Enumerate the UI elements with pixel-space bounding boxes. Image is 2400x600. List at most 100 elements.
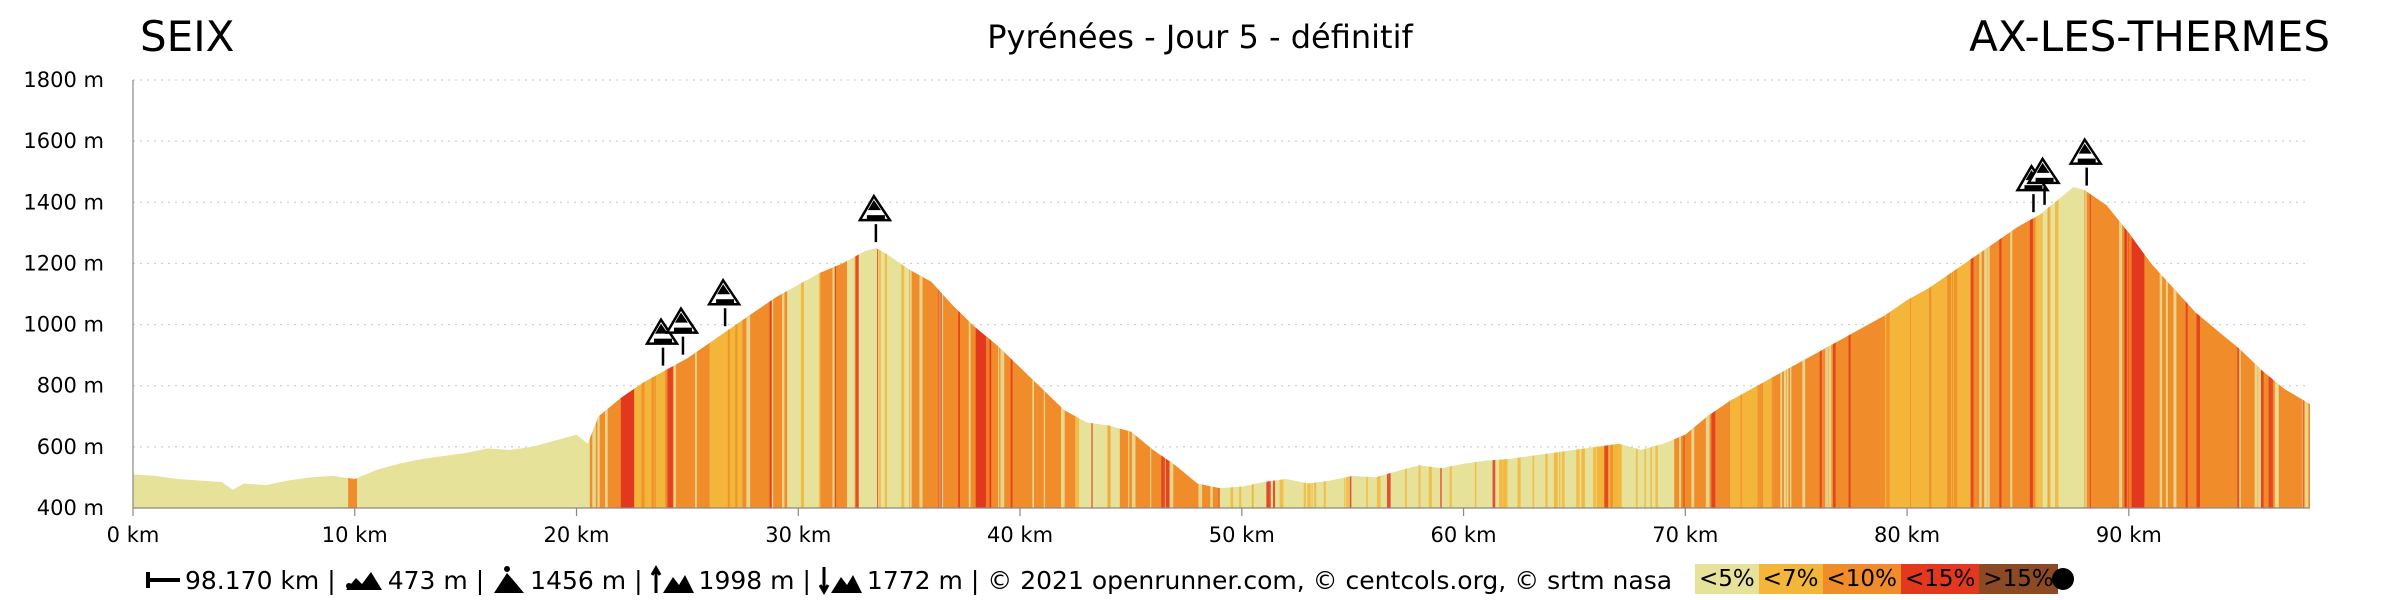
x-axis-ticks: 0 km 10 km 20 km 30 km 40 km 50 km 60 km 70 km 8…	[107, 508, 2162, 547]
gradient-stripe	[938, 187, 940, 508]
footer-stats: 98.170 km | 473 m | 1456 m | 1998 m | 17…	[145, 563, 1672, 597]
summit-marker-base	[866, 215, 885, 220]
gradient-stripe	[1802, 187, 1806, 508]
summit-marker-peak	[867, 200, 881, 211]
ascent-icon	[650, 565, 694, 593]
x-tick-label: 20 km	[544, 523, 610, 547]
gradient-stripe	[2047, 187, 2051, 508]
gradient-stripe	[727, 187, 730, 508]
gradient-stripe	[2159, 187, 2163, 508]
gradient-stripe	[1780, 187, 1783, 508]
start-town: SEIX	[140, 12, 235, 61]
gradient-bands	[133, 187, 2310, 508]
gradient-stripe	[1576, 187, 1580, 508]
gradient-stripe	[592, 187, 596, 508]
gradient-band	[878, 187, 910, 508]
credits-text: © 2021 openrunner.com, © centcols.org, ©…	[987, 565, 1673, 595]
gradient-stripe	[901, 187, 905, 508]
gradient-stripe	[2274, 187, 2279, 508]
y-tick-label: 600 m	[37, 435, 104, 459]
gradient-stripe	[2304, 187, 2309, 508]
gradient-stripe	[1503, 187, 1508, 508]
gradient-stripe	[1266, 187, 1269, 508]
y-tick-label: 1000 m	[23, 313, 104, 337]
chart-title: Pyrénées - Jour 5 - définitif	[987, 18, 1413, 56]
gradient-stripe	[1492, 187, 1496, 508]
x-tick-label: 70 km	[1652, 523, 1718, 547]
distance-stat: 98.170 km	[145, 566, 319, 595]
gradient-stripe	[1428, 187, 1432, 508]
x-tick-label: 40 km	[987, 523, 1053, 547]
summit-marker-base	[2035, 177, 2054, 182]
summit-marker-icon	[857, 193, 893, 243]
summit-marker-icon	[2026, 156, 2061, 205]
summit-markers	[644, 137, 2104, 366]
gradient-stripe	[1554, 187, 1557, 508]
gradient-stripe	[1819, 187, 1822, 508]
descent-stat: 1772 m	[818, 565, 963, 595]
gradient-stripe	[2040, 187, 2043, 508]
summit-marker-base	[716, 299, 735, 304]
gradient-stripe	[1705, 187, 1710, 508]
gradient-stripe	[1344, 187, 1346, 508]
min-altitude-stat: 473 m	[344, 566, 468, 595]
elevation-chart: 400 m 600 m 800 m 1000 m 1200 m 1400 m 1600 m 1…	[23, 68, 2310, 547]
gradient-stripe	[1825, 187, 1829, 508]
summit-marker-peak	[655, 323, 669, 334]
gradient-band	[348, 187, 358, 508]
gradient-stripe	[1163, 187, 1165, 508]
gradient-stripe	[1386, 187, 1391, 508]
y-tick-label: 1600 m	[23, 129, 104, 153]
gradient-band	[133, 187, 349, 508]
gradient-stripe	[919, 187, 923, 508]
gradient-stripe	[2173, 187, 2177, 508]
gradient-stripe	[1786, 187, 1789, 508]
x-tick-label: 60 km	[1431, 523, 1497, 547]
gradient-stripe	[1349, 187, 1352, 508]
gradient-stripe	[1000, 187, 1003, 508]
gradient-stripe	[1679, 187, 1682, 508]
gradient-stripe	[670, 187, 673, 508]
gradient-stripe	[1517, 187, 1521, 508]
gradient-legend: <5% <7% <10% <15% >15%	[1695, 564, 2058, 594]
gradient-stripe	[1691, 187, 1695, 508]
gradient-stripe	[1061, 187, 1065, 508]
gradient-stripe	[1418, 187, 1421, 508]
x-tick-label: 30 km	[765, 523, 831, 547]
gradient-stripe	[1635, 187, 1638, 508]
y-tick-label: 1400 m	[23, 190, 104, 214]
gradient-band	[2084, 187, 2125, 508]
gradient-stripe	[940, 187, 942, 508]
gradient-stripe	[998, 187, 1000, 508]
gradient-stripe	[1553, 187, 1558, 508]
gradient-stripe	[2185, 187, 2188, 508]
gradient-stripe	[1644, 187, 1646, 508]
gradient-stripe	[1252, 187, 1254, 508]
gradient-stripe	[1618, 187, 1622, 508]
gradient-stripe	[985, 187, 990, 508]
gradient-stripe	[2029, 187, 2033, 508]
gradient-stripe	[673, 187, 676, 508]
gradient-stripe	[1032, 187, 1034, 508]
gradient-stripe	[2268, 187, 2273, 508]
gradient-stripe	[1783, 187, 1786, 508]
gradient-stripe	[1610, 187, 1613, 508]
gradient-stripe	[1376, 187, 1381, 508]
gradient-stripe	[884, 187, 887, 508]
gradient-stripe	[2196, 187, 2200, 508]
summit-marker-icon	[664, 306, 700, 355]
gradient-stripe	[769, 187, 772, 508]
gradient-stripe	[855, 187, 859, 508]
gradient-stripe	[2055, 187, 2059, 508]
gradient-stripe	[2035, 187, 2040, 508]
gradient-stripe	[2128, 187, 2132, 508]
min-altitude-icon	[345, 572, 382, 590]
gradient-stripe	[968, 187, 971, 508]
gradient-stripe	[2301, 187, 2303, 508]
gradient-band	[1674, 187, 1731, 508]
gradient-stripe	[1210, 187, 1213, 508]
gradient-stripe	[1952, 187, 1954, 508]
gradient-stripe	[1970, 187, 1974, 508]
gradient-stripe	[1163, 187, 1166, 508]
gradient-stripe	[626, 187, 629, 508]
